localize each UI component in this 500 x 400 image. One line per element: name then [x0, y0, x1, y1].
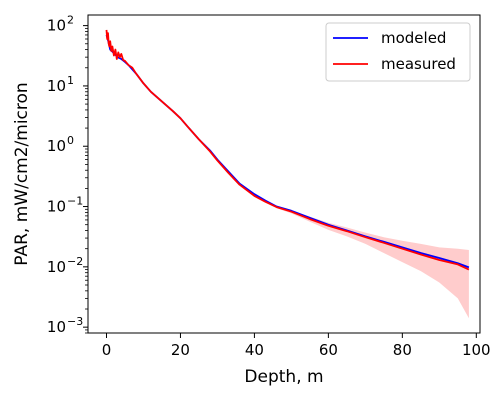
- y-tick-label: 10: [47, 198, 66, 216]
- series-layer: [105, 29, 470, 271]
- y-tick-label: 10: [47, 258, 66, 276]
- x-tick-label: 20: [171, 341, 190, 359]
- y-tick-exponent: 1: [67, 74, 74, 87]
- y-tick-label: 10: [47, 137, 66, 155]
- x-tick-label: 40: [245, 341, 264, 359]
- y-tick-exponent: −3: [67, 315, 83, 328]
- uncertainty-band: [254, 194, 469, 319]
- y-tick-exponent: 0: [67, 134, 74, 147]
- legend-label-measured: measured: [381, 55, 456, 73]
- x-tick-label: 0: [102, 341, 112, 359]
- y-tick-label: 10: [47, 318, 66, 336]
- uncertainty-band-layer: [254, 194, 469, 319]
- x-tick-label: 60: [319, 341, 338, 359]
- y-tick-label: 10: [47, 77, 66, 95]
- x-tick-label: 80: [393, 341, 412, 359]
- y-axis-label: PAR, mW/cm2/micron: [12, 82, 32, 265]
- plot-frame: [87, 14, 481, 334]
- series-line-measured: [105, 29, 470, 271]
- legend-label-modeled: modeled: [381, 29, 446, 47]
- x-tick-label: 100: [462, 341, 491, 359]
- y-tick-exponent: −2: [67, 255, 83, 268]
- x-axis: 0 20 40 60 80 100: [102, 333, 491, 359]
- y-tick-label: 10: [47, 17, 66, 35]
- y-tick-exponent: 2: [67, 14, 74, 27]
- x-axis-label: Depth, m: [244, 367, 323, 387]
- y-tick-exponent: −1: [67, 195, 83, 208]
- legend: modeled measured: [325, 22, 471, 82]
